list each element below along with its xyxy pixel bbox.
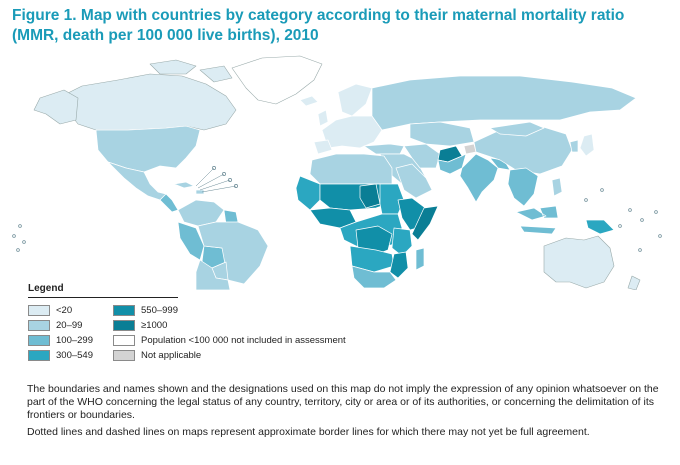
region-new-zealand (627, 275, 641, 290)
region-korea (569, 139, 579, 153)
island-leader-line (195, 167, 215, 187)
region-central-asia (409, 121, 475, 147)
region-argentina-chile (195, 259, 231, 290)
region-caribbean (173, 181, 205, 195)
region-mongolia (489, 121, 545, 137)
region-russia (371, 75, 637, 131)
legend-item: 20–99 (28, 319, 82, 331)
island-marker (638, 248, 642, 252)
island-marker (618, 224, 622, 228)
region-png (585, 219, 615, 235)
region-southeast-asia (507, 167, 539, 207)
region-alaska (33, 89, 79, 125)
legend-swatch (28, 319, 50, 331)
world-map (12, 55, 662, 290)
legend-label: 100–299 (56, 334, 93, 346)
island-marker (658, 234, 662, 238)
legend-swatch (113, 349, 135, 361)
island-marker (16, 248, 20, 252)
region-iceland (299, 95, 319, 107)
disclaimer-border-lines: Dotted lines and dashed lines on maps re… (27, 426, 590, 438)
figure-title-line-1: Figure 1. Map with countries by category… (12, 7, 625, 24)
region-madagascar (415, 247, 425, 271)
map-disclaimer: The boundaries and names shown and the d… (27, 383, 667, 443)
legend-swatch (113, 304, 135, 316)
figure-title: Figure 1. Map with countries by category… (12, 6, 672, 46)
region-pakistan (437, 153, 467, 175)
map-legend: Legend <20 20–99 100–299 300–549 550–999… (28, 283, 358, 364)
legend-items: <20 20–99 100–299 300–549 550–999 ≥1000 … (28, 304, 358, 364)
legend-swatch (28, 304, 50, 316)
region-somalia (411, 205, 439, 241)
legend-label: ≥1000 (141, 319, 168, 331)
legend-item: 550–999 (113, 304, 178, 316)
region-scandinavia (337, 83, 373, 117)
region-iran (403, 143, 441, 169)
legend-item: ≥1000 (113, 319, 167, 331)
island-leader-line (201, 185, 237, 193)
island-marker (600, 188, 604, 192)
legend-swatch (113, 319, 135, 331)
figure-title-line-2: (MMR, death per 100 000 live births), 20… (12, 27, 319, 44)
legend-item: 100–299 (28, 334, 93, 346)
region-europe (321, 115, 383, 149)
island-leader-line (199, 179, 231, 191)
island-marker (654, 210, 658, 214)
region-north-africa (309, 153, 393, 185)
island-marker (584, 198, 588, 202)
region-west-africa (295, 175, 321, 211)
region-kashmir (463, 143, 477, 155)
region-iberia (313, 139, 333, 155)
legend-label: 550–999 (141, 304, 178, 316)
region-brazil (197, 221, 269, 285)
legend-title: Legend (28, 283, 178, 298)
region-turkey (363, 143, 405, 155)
region-philippines (551, 177, 563, 197)
region-colombia-venezuela (177, 199, 225, 227)
region-arabia (395, 163, 433, 199)
region-uk (317, 109, 329, 127)
region-mozambique (389, 251, 409, 279)
region-japan (579, 133, 595, 157)
region-chad (359, 183, 381, 209)
island-marker (22, 240, 26, 244)
region-greenland (231, 55, 323, 105)
legend-item: Not applicable (113, 349, 201, 361)
legend-swatch (28, 334, 50, 346)
legend-item: Population <100 000 not included in asse… (113, 334, 346, 346)
island-marker (18, 224, 22, 228)
region-southern-africa (351, 265, 397, 289)
island-leader-line (197, 173, 225, 189)
legend-label: 20–99 (56, 319, 83, 331)
disclaimer-boundaries: The boundaries and names shown and the d… (27, 383, 659, 421)
legend-label: <20 (56, 304, 73, 316)
island-marker (628, 208, 632, 212)
legend-label: Population <100 000 not included in asse… (141, 334, 346, 346)
legend-swatch (113, 334, 135, 346)
region-canada (57, 73, 237, 131)
legend-label: 300–549 (56, 349, 93, 361)
legend-item: 300–549 (28, 349, 93, 361)
region-india (459, 153, 499, 203)
region-east-africa (391, 227, 413, 257)
legend-swatch (28, 349, 50, 361)
legend-label: Not applicable (141, 349, 202, 361)
region-canada-islands (149, 59, 233, 83)
region-australia (543, 235, 615, 289)
legend-item: <20 (28, 304, 72, 316)
island-marker (12, 234, 16, 238)
island-marker (640, 218, 644, 222)
region-indonesia (515, 205, 559, 235)
